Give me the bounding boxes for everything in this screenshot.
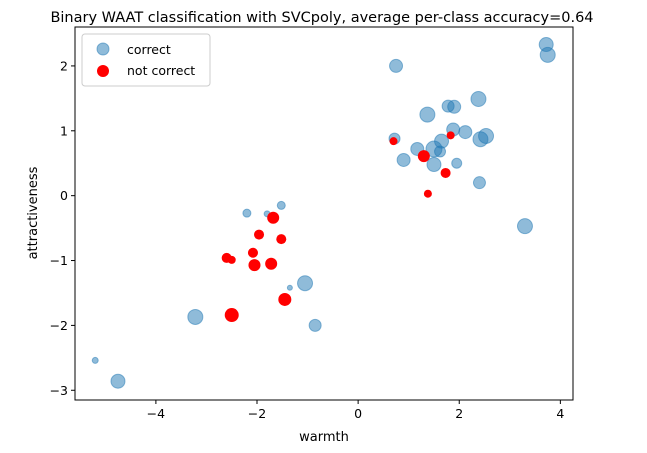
x-axis-label: warmth	[299, 430, 349, 445]
point-not-correct	[254, 229, 265, 240]
chart-title: Binary WAAT classification with SVCpoly,…	[50, 10, 593, 26]
point-correct	[396, 152, 411, 167]
x-tick-label: 4	[556, 406, 564, 421]
point-not-correct	[389, 137, 398, 146]
point-correct	[276, 200, 286, 210]
point-not-correct	[417, 150, 430, 163]
legend-marker-correct	[96, 42, 110, 56]
y-axis: −3 −2 −1 0 1 2	[50, 58, 75, 398]
point-correct	[187, 308, 204, 325]
point-correct	[426, 157, 442, 173]
x-tick-label: 0	[354, 406, 362, 421]
y-tick-label: 0	[60, 188, 68, 203]
point-correct	[419, 106, 436, 123]
legend-label-not-correct: not correct	[127, 63, 195, 78]
point-correct	[286, 284, 293, 291]
point-not-correct	[224, 308, 239, 323]
point-correct	[447, 99, 462, 114]
point-correct	[242, 208, 252, 218]
legend-label-correct: correct	[127, 42, 171, 57]
y-tick-label: 2	[60, 58, 68, 73]
point-not-correct	[446, 131, 455, 140]
y-tick-label: −3	[50, 383, 68, 398]
point-not-correct	[276, 234, 287, 245]
point-correct	[297, 275, 314, 292]
point-correct	[91, 356, 99, 364]
point-correct	[472, 176, 486, 190]
point-correct	[434, 145, 447, 158]
point-not-correct	[267, 211, 280, 224]
point-correct	[451, 157, 463, 169]
x-tick-label: −2	[248, 406, 266, 421]
point-correct	[470, 91, 487, 108]
point-correct	[458, 125, 473, 140]
point-correct	[478, 127, 495, 144]
plot-frame	[74, 26, 574, 401]
point-not-correct	[247, 247, 258, 258]
legend: correct not correct	[81, 33, 211, 87]
point-correct	[110, 373, 126, 389]
y-tick-label: 1	[60, 123, 68, 138]
point-correct	[389, 58, 404, 73]
point-correct	[539, 46, 556, 63]
point-not-correct	[248, 259, 261, 272]
y-tick-label: −1	[50, 253, 68, 268]
x-tick-label: −4	[147, 406, 165, 421]
point-not-correct	[423, 189, 432, 198]
point-not-correct	[278, 292, 292, 306]
legend-marker-not-correct	[97, 65, 109, 77]
point-not-correct	[265, 257, 278, 270]
y-tick-label: −2	[50, 318, 68, 333]
x-tick-label: 2	[455, 406, 463, 421]
y-axis-label: attractiveness	[26, 166, 41, 259]
points-layer	[91, 37, 556, 389]
legend-box	[81, 33, 211, 87]
point-not-correct	[440, 167, 451, 178]
x-axis: −4 −2 0 2 4	[147, 400, 564, 421]
point-not-correct	[227, 255, 236, 264]
point-correct	[516, 218, 533, 235]
point-correct	[308, 318, 322, 332]
